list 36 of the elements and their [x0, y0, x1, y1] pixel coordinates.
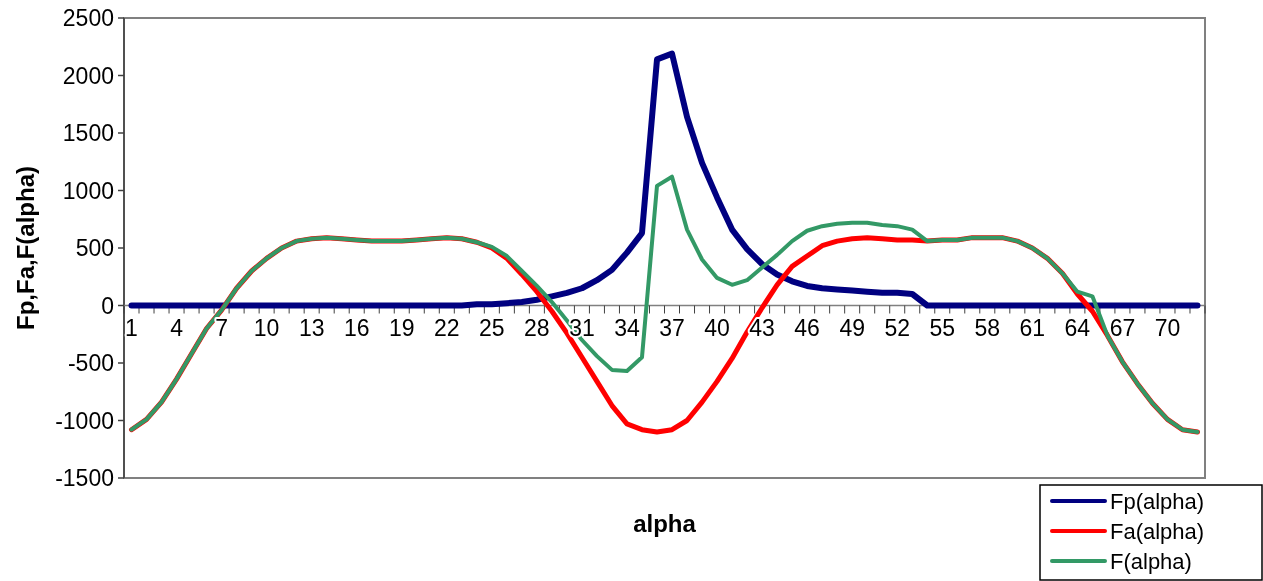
x-tick-label: 55 [929, 314, 956, 341]
x-tick-label: 67 [1109, 314, 1136, 341]
x-tick-label: 1 [125, 314, 138, 341]
y-tick-label: 2000 [62, 62, 114, 89]
x-tick-label: 46 [794, 314, 820, 341]
x-tick-label: 49 [839, 314, 865, 341]
x-tick-label: 40 [704, 314, 730, 341]
x-tick-label: 37 [659, 314, 685, 341]
y-axis-title: Fp,Fa,F(alpha) [12, 166, 39, 330]
y-tick-label: -1000 [55, 407, 114, 434]
x-tick-label: 25 [479, 314, 505, 341]
x-tick-label: 70 [1154, 314, 1181, 341]
y-tick-label: -500 [67, 350, 114, 377]
x-tick-label: 34 [614, 314, 640, 341]
legend-label: F(alpha) [1110, 548, 1192, 574]
y-tick-label: 0 [101, 292, 114, 319]
x-tick-label: 4 [170, 314, 184, 341]
y-tick-label: 2500 [62, 5, 114, 32]
y-tick-label: -1500 [55, 465, 114, 492]
legend-label: Fa(alpha) [1110, 518, 1205, 544]
x-tick-label: 16 [343, 314, 370, 341]
x-axis-title: alpha [633, 510, 697, 537]
x-tick-label: 19 [388, 314, 415, 341]
x-tick-label: 13 [298, 314, 325, 341]
x-tick-label: 61 [1019, 314, 1046, 341]
legend-label: Fp(alpha) [1110, 488, 1205, 514]
y-tick-label: 1500 [62, 120, 114, 147]
x-tick-label: 28 [524, 314, 550, 341]
x-tick-label: 10 [253, 314, 280, 341]
x-tick-label: 64 [1064, 314, 1091, 341]
x-tick-label: 7 [215, 314, 228, 341]
x-tick-label: 22 [434, 314, 460, 341]
y-tick-label: 500 [75, 235, 114, 262]
y-tick-label: 1000 [62, 177, 114, 204]
x-tick-label: 58 [974, 314, 1001, 341]
x-tick-label: 52 [884, 314, 911, 341]
